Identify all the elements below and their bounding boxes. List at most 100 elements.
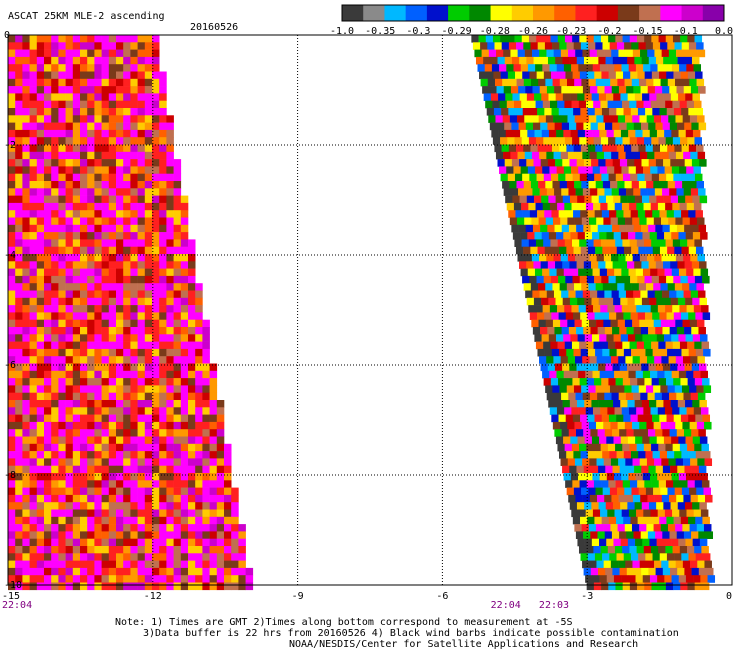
heatmap-cell (22, 122, 30, 131)
heatmap-cell (58, 71, 66, 80)
heatmap-cell (516, 217, 525, 226)
heatmap-cell (670, 502, 679, 510)
heatmap-cell (152, 458, 160, 466)
colorbar-swatch (533, 5, 555, 21)
heatmap-cell (625, 392, 634, 401)
heatmap-cell (152, 480, 160, 488)
heatmap-cell (72, 538, 81, 547)
heatmap-cell (173, 319, 182, 328)
heatmap-cell (540, 261, 549, 269)
heatmap-cell (29, 480, 38, 488)
heatmap-cell (123, 93, 131, 101)
colorbar-labels: -1.0 -0.35 -0.3 -0.29 -0.28 -0.26 -0.23 -0.2 -0.… (330, 26, 733, 37)
heatmap-cell (80, 49, 88, 58)
heatmap-cell (642, 473, 651, 481)
heatmap-cell (123, 575, 131, 583)
heatmap-cell (687, 582, 695, 591)
heatmap-cell (667, 487, 675, 496)
heatmap-cell (144, 370, 153, 379)
heatmap-cell (166, 356, 174, 364)
heatmap-cell (605, 400, 614, 408)
heatmap-cell (22, 312, 30, 320)
heatmap-cell (173, 275, 182, 284)
heatmap-cell (704, 560, 712, 569)
heatmap-cell (660, 144, 668, 153)
heatmap-cell (116, 392, 124, 401)
heatmap-cell (22, 480, 30, 488)
heatmap-cell (550, 341, 558, 350)
heatmap-cell (477, 64, 486, 72)
heatmap-cell (608, 173, 617, 182)
heatmap-cell (152, 465, 160, 474)
heatmap-cell (166, 516, 174, 525)
heatmap-cell (123, 122, 131, 131)
heatmap-cell (130, 108, 138, 116)
heatmap-cell (173, 356, 182, 364)
heatmap-cell (532, 327, 541, 335)
heatmap-cell (652, 451, 661, 459)
heatmap-cell (696, 283, 704, 291)
heatmap-cell (80, 341, 88, 350)
heatmap-cell (542, 166, 550, 174)
heatmap-cell (8, 319, 16, 328)
heatmap-cell (36, 327, 45, 335)
heatmap-cell (491, 129, 499, 138)
heatmap-cell (623, 71, 631, 80)
heatmap-cell (195, 531, 203, 539)
heatmap-cell (539, 290, 548, 299)
heatmap-cell (644, 414, 653, 423)
heatmap-cell (568, 86, 577, 94)
heatmap-cell (209, 509, 218, 518)
heatmap-cell (694, 546, 702, 554)
heatmap-cell (607, 166, 615, 174)
heatmap-cell (702, 516, 710, 525)
heatmap-cell (130, 56, 138, 65)
heatmap-cell (108, 195, 117, 204)
heatmap-cell (656, 297, 664, 306)
heatmap-cell (51, 334, 59, 342)
heatmap-cell (101, 494, 110, 503)
heatmap-cell (689, 385, 697, 393)
heatmap-cell (633, 567, 642, 576)
heatmap-cell (29, 538, 38, 547)
heatmap-cell (576, 465, 584, 474)
heatmap-cell (80, 108, 88, 116)
heatmap-cell (101, 407, 110, 415)
heatmap-cell (560, 49, 569, 58)
heatmap-cell (524, 217, 532, 226)
heatmap-cell (65, 78, 74, 87)
heatmap-cell (680, 137, 688, 145)
heatmap-cell (238, 538, 246, 547)
heatmap-cell (152, 414, 160, 423)
colorbar-swatch (363, 5, 385, 21)
heatmap-cell (80, 465, 88, 474)
heatmap-cell (567, 151, 576, 160)
heatmap-cell (526, 93, 535, 101)
heatmap-cell (604, 224, 613, 233)
heatmap-cell (597, 122, 606, 131)
heatmap-cell (599, 334, 607, 342)
heatmap-cell (22, 71, 30, 80)
heatmap-cell (180, 494, 189, 503)
heatmap-cell (539, 356, 547, 364)
heatmap-cell (598, 297, 607, 306)
heatmap-cell (667, 246, 675, 255)
heatmap-cell (547, 224, 555, 233)
heatmap-cell (508, 42, 517, 50)
heatmap-cell (144, 509, 153, 518)
heatmap-cell (94, 246, 102, 255)
heatmap-cell (159, 115, 167, 123)
heatmap-cell (15, 275, 23, 284)
heatmap-cell (672, 202, 680, 211)
heatmap-cell (87, 78, 95, 87)
heatmap-cell (15, 297, 23, 306)
heatmap-cell (655, 567, 664, 576)
heatmap-cell (597, 392, 605, 401)
heatmap-cell (51, 42, 59, 50)
heatmap-cell (51, 297, 59, 306)
heatmap-cell (694, 341, 702, 350)
heatmap-cell (555, 56, 563, 65)
heatmap-cell (553, 290, 562, 299)
heatmap-cell (651, 71, 660, 80)
heatmap-cell (130, 268, 138, 277)
